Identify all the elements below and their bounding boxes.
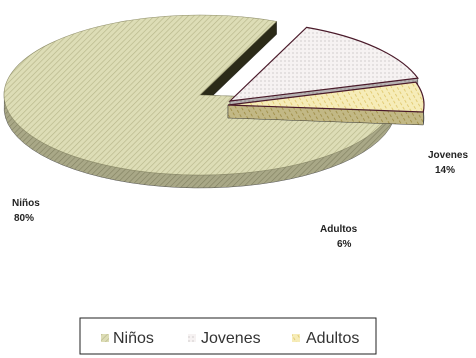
slice-label-adultos: Adultos bbox=[320, 224, 358, 235]
legend-entry-jovenes: Jovenes bbox=[188, 330, 261, 347]
slice-value-ninos: 80% bbox=[14, 213, 34, 224]
legend-swatch-jovenes bbox=[188, 334, 196, 342]
legend-swatch-ninos bbox=[101, 334, 109, 342]
legend-label-ninos: Niños bbox=[113, 330, 154, 347]
slice-jovenes bbox=[228, 26, 419, 102]
slice-value-adultos: 6% bbox=[337, 239, 352, 250]
slice-label-jovenes: Jovenes bbox=[428, 150, 468, 161]
legend-box bbox=[79, 317, 377, 355]
legend-swatch-adultos bbox=[292, 334, 300, 342]
legend: Niños Jovenes Adultos bbox=[79, 317, 377, 355]
legend-entry-adultos: Adultos bbox=[292, 330, 359, 347]
slice-label-ninos: Niños bbox=[12, 198, 40, 209]
legend-label-adultos: Adultos bbox=[306, 330, 359, 347]
slice-adultos bbox=[227, 81, 425, 113]
slice-value-jovenes: 14% bbox=[435, 165, 455, 176]
legend-entry-ninos: Niños bbox=[101, 330, 154, 347]
pie-slices bbox=[3, 14, 425, 189]
legend-label-jovenes: Jovenes bbox=[201, 330, 261, 347]
slice-ninos bbox=[3, 14, 396, 176]
